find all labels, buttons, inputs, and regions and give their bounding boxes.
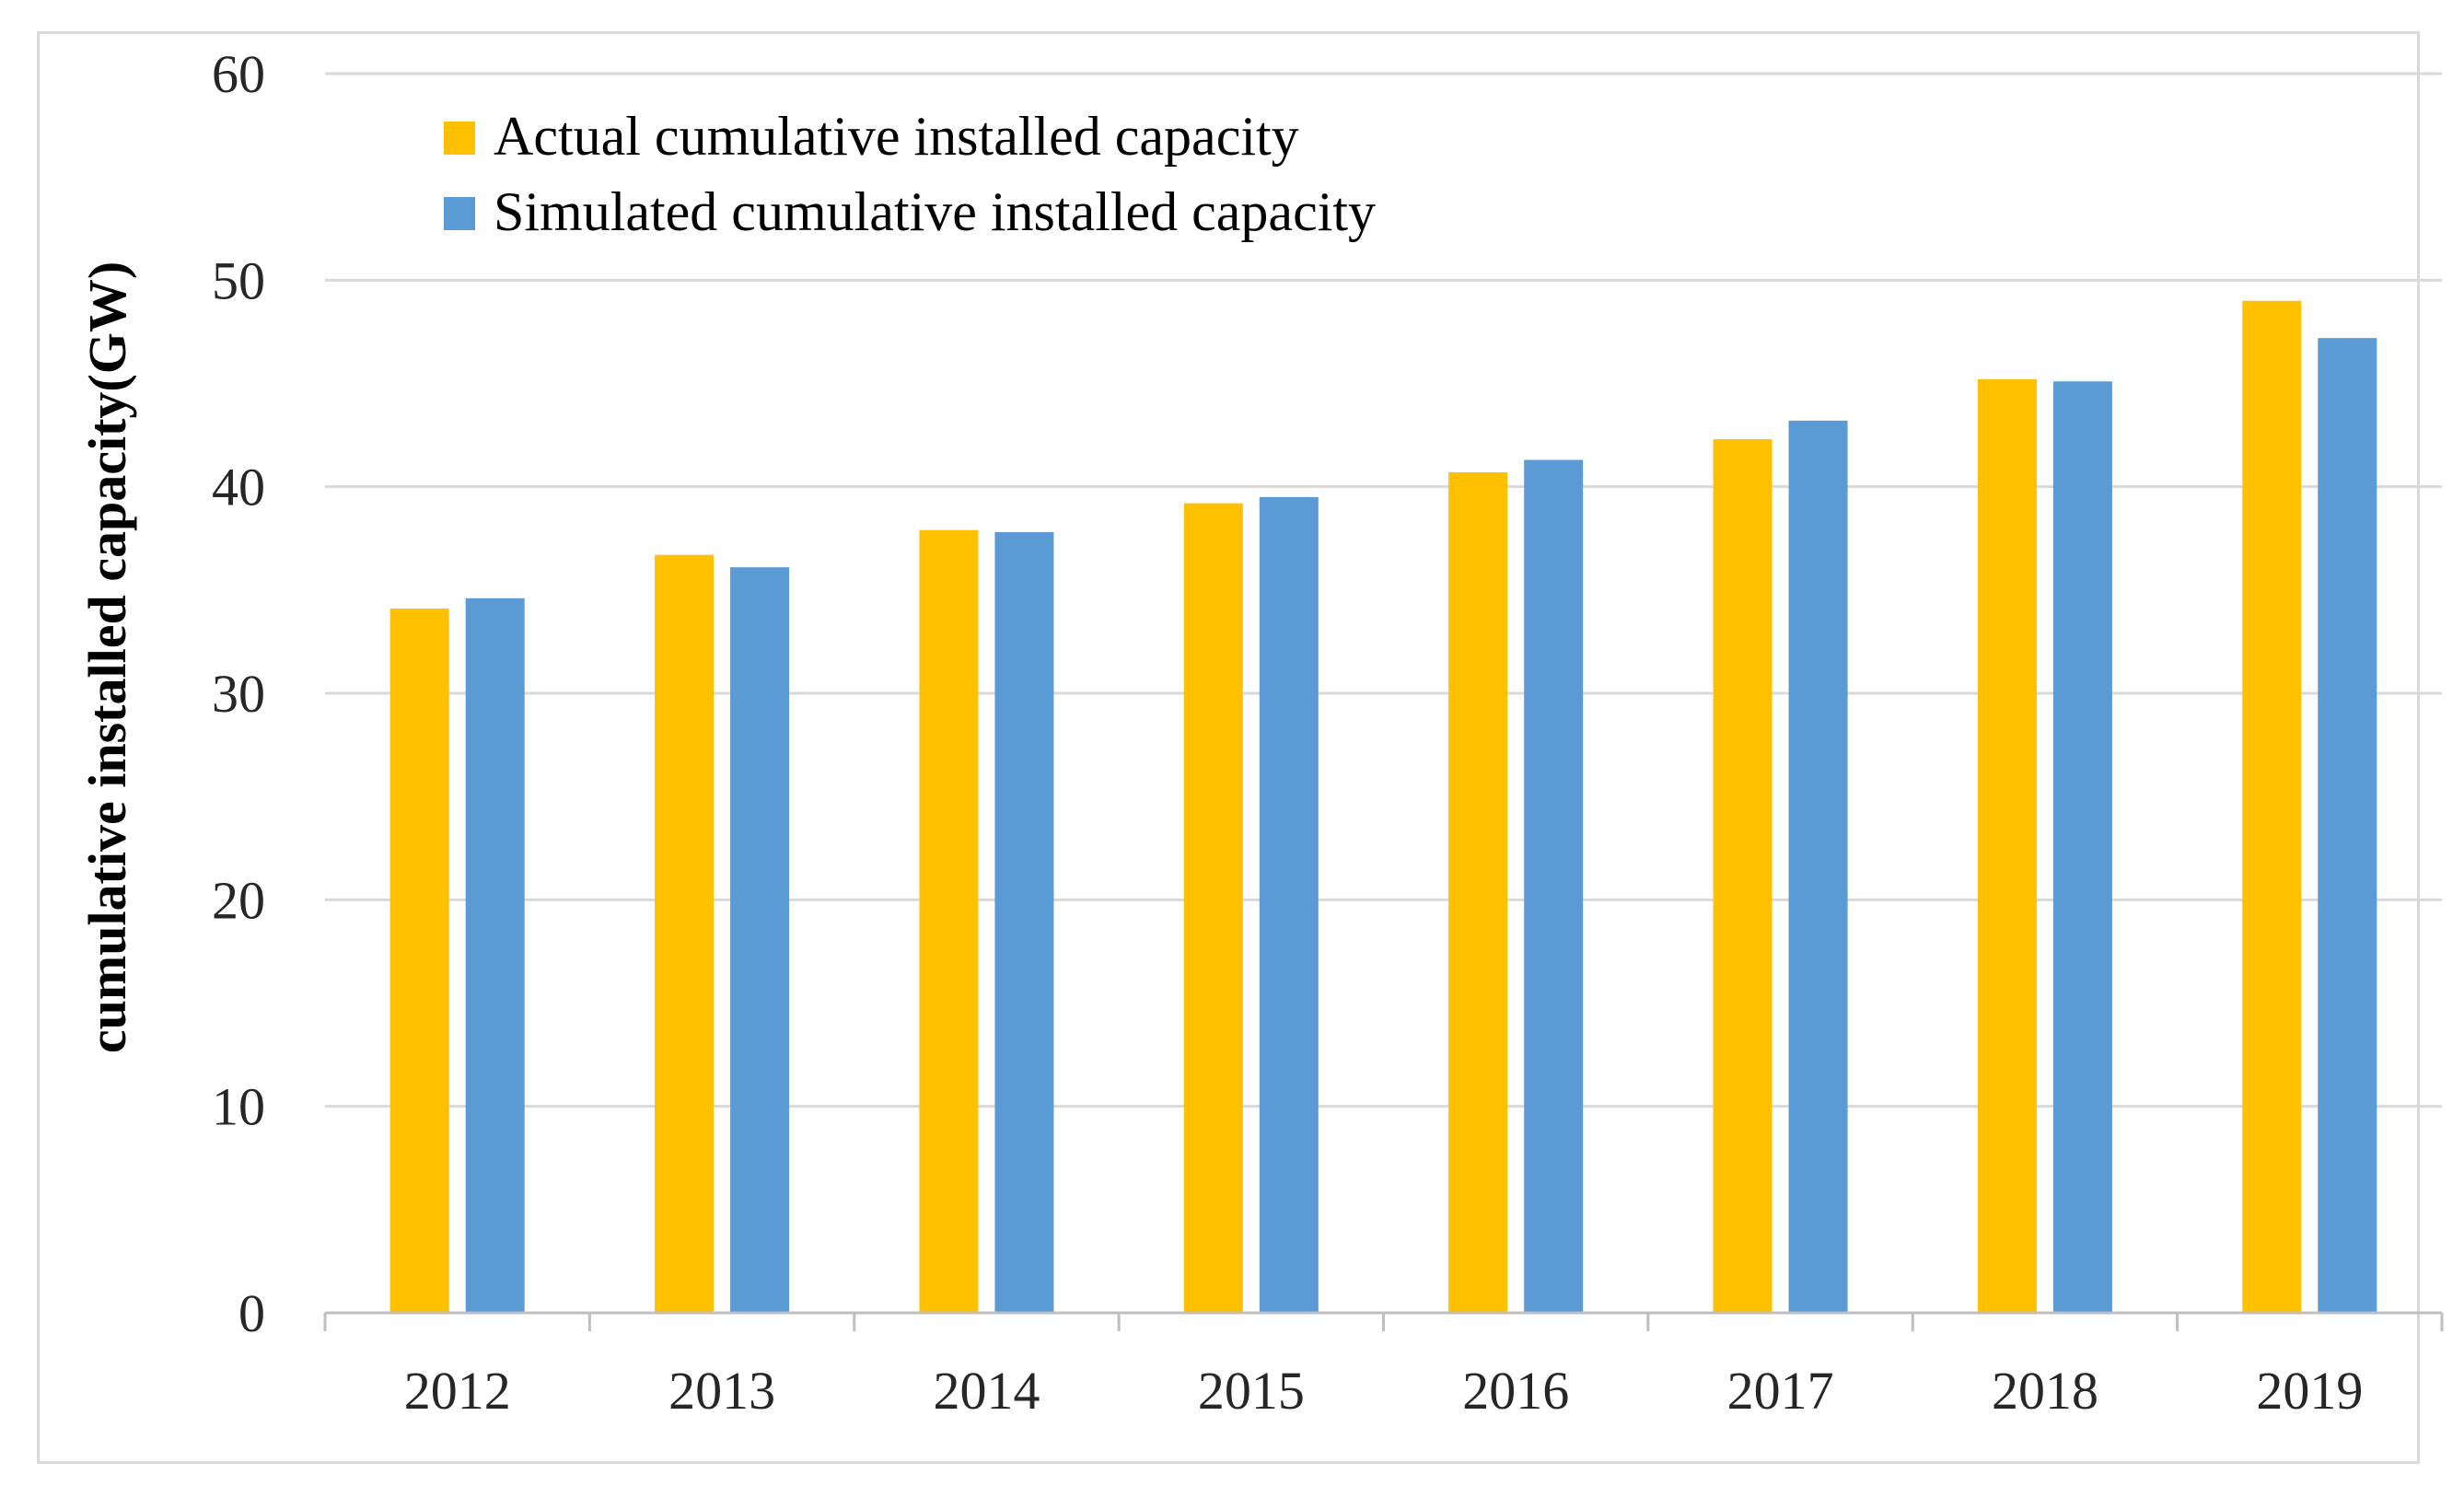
bar-simulated-2018 (2052, 381, 2112, 1313)
bar-actual-2017 (1713, 439, 1772, 1313)
y-tick-label-30: 30 (212, 664, 265, 724)
bar-actual-2018 (1977, 379, 2037, 1314)
bar-simulated-2017 (1788, 420, 1848, 1313)
bar-simulated-2019 (2318, 338, 2377, 1313)
y-axis-title: cumulative installed capacity(GW) (77, 261, 137, 1053)
y-tick-label-0: 0 (238, 1283, 265, 1343)
legend-label-simulated: Simulated cumulative installed capacity (494, 181, 1376, 242)
x-tick-label-2013: 2013 (668, 1361, 775, 1421)
bars (389, 300, 2377, 1314)
bar-actual-2012 (389, 609, 449, 1313)
legend-label-actual: Actual cumulative installed capacity (494, 106, 1299, 167)
bar-actual-2013 (655, 554, 715, 1313)
bar-simulated-2015 (1259, 496, 1319, 1313)
x-tick-label-2018: 2018 (1992, 1361, 2098, 1421)
tick-labels: 0 10 20 30 40 50 60 2012 2013 2014 2015 2016 2017 201… (212, 44, 2363, 1421)
bar-actual-2015 (1183, 503, 1243, 1313)
legend: Actual cumulative installed capacity Sim… (444, 106, 1376, 242)
bar-actual-2014 (919, 529, 979, 1313)
bar-simulated-2013 (730, 567, 790, 1313)
y-tick-label-10: 10 (212, 1077, 265, 1137)
x-tick-label-2019: 2019 (2256, 1361, 2363, 1421)
legend-swatch-actual (444, 122, 475, 155)
y-tick-label-40: 40 (212, 458, 265, 517)
bar-simulated-2014 (994, 532, 1054, 1313)
x-tick-label-2012: 2012 (404, 1361, 511, 1421)
axes (323, 1311, 2444, 1331)
x-tick-label-2016: 2016 (1462, 1361, 1569, 1421)
y-tick-label-50: 50 (212, 250, 265, 310)
x-tick-label-2014: 2014 (933, 1361, 1040, 1421)
y-tick-label-60: 60 (212, 44, 265, 104)
bar-actual-2016 (1448, 471, 1508, 1313)
bar-simulated-2012 (465, 598, 525, 1313)
bar-actual-2019 (2242, 300, 2302, 1314)
y-tick-label-20: 20 (212, 870, 265, 930)
x-tick-label-2015: 2015 (1198, 1361, 1305, 1421)
x-tick-label-2017: 2017 (1727, 1361, 1834, 1421)
bar-simulated-2016 (1524, 459, 1584, 1314)
legend-swatch-simulated (444, 197, 475, 230)
